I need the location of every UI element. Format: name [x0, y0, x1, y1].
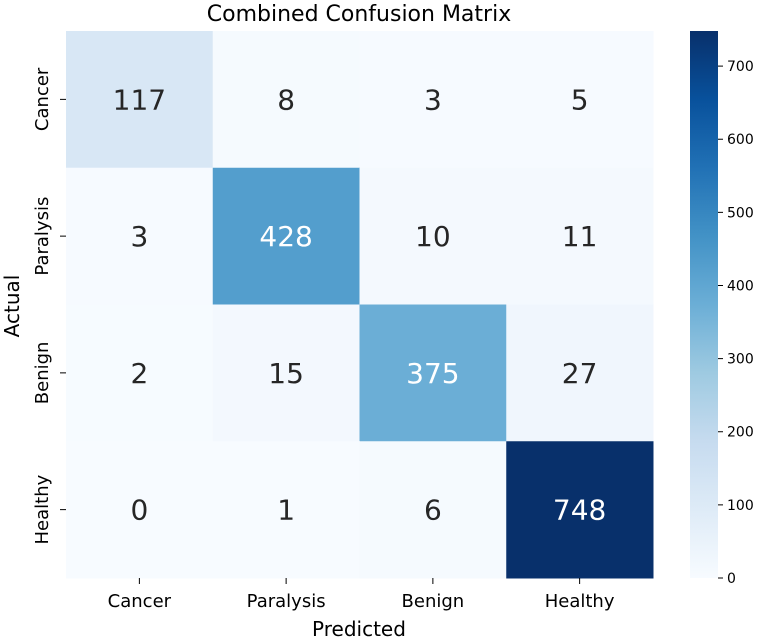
cell-value-label: 1: [277, 494, 295, 527]
heatmap-cell: [506, 304, 654, 442]
heatmap-cell: [212, 441, 360, 579]
heatmap-cell: [66, 304, 214, 442]
heatmap-cell: [506, 167, 654, 305]
heatmap-cell: [359, 304, 507, 442]
cell-value-label: 117: [113, 83, 166, 116]
y-axis-label: Actual: [0, 275, 24, 338]
cell-value-label: 6: [424, 494, 442, 527]
cell-value-label: 27: [562, 357, 598, 390]
y-tick-label: Healthy: [32, 474, 53, 544]
colorbar-tick-label: 400: [727, 278, 754, 294]
heatmap-cell: [506, 31, 654, 169]
x-axis-ticks: Cancer Paralysis Benign Healthy: [108, 578, 615, 612]
heatmap-cell: [212, 167, 360, 305]
y-tick-label: Benign: [32, 342, 53, 405]
cell-value-label: 15: [268, 357, 304, 390]
colorbar-ticks: 0 100 200 300 400 500 600 700: [718, 59, 754, 587]
y-tick-label: Cancer: [32, 67, 53, 131]
cell-value-label: 3: [130, 220, 148, 253]
cell-value-label: 8: [277, 83, 295, 116]
cell-value-label: 428: [259, 220, 312, 253]
colorbar-tick-label: 600: [727, 132, 754, 148]
colorbar-tick-label: 200: [727, 425, 754, 441]
heatmap-cell: [359, 31, 507, 169]
cell-value-label: 375: [406, 357, 459, 390]
heatmap-cells: [66, 31, 654, 579]
x-tick-label: Cancer: [108, 591, 172, 612]
cell-value-label: 748: [553, 494, 606, 527]
x-tick-label: Paralysis: [247, 591, 326, 612]
colorbar-tick-label: 300: [727, 352, 754, 368]
x-axis-label: Predicted: [312, 617, 406, 639]
cell-value-label: 11: [562, 220, 598, 253]
heatmap-cell-labels: 117 8 3 5 3 428 10 11 2 15 375 27 0 1 6 748: [113, 83, 607, 526]
heatmap-cell: [212, 31, 360, 169]
heatmap-cell: [66, 441, 214, 579]
cell-value-label: 10: [415, 220, 451, 253]
heatmap-cell: [212, 304, 360, 442]
cell-value-label: 2: [130, 357, 148, 390]
colorbar-tick-label: 0: [727, 571, 736, 587]
chart-title: Combined Confusion Matrix: [207, 2, 511, 27]
colorbar-tick-label: 500: [727, 205, 754, 221]
colorbar-tick-label: 700: [727, 59, 754, 75]
heatmap-cell: [359, 441, 507, 579]
y-tick-label: Paralysis: [32, 197, 53, 276]
heatmap-cell: [359, 167, 507, 305]
heatmap-cell: [66, 167, 214, 305]
heatmap-cell: [66, 31, 214, 169]
colorbar: [690, 31, 718, 578]
cell-value-label: 3: [424, 83, 442, 116]
y-axis-ticks: Cancer Paralysis Benign Healthy: [32, 67, 66, 545]
heatmap-cell: [506, 441, 654, 579]
colorbar-tick-label: 100: [727, 498, 754, 514]
x-tick-label: Healthy: [545, 591, 615, 612]
x-tick-label: Benign: [402, 591, 465, 612]
cell-value-label: 5: [571, 83, 589, 116]
cell-value-label: 0: [130, 494, 148, 527]
